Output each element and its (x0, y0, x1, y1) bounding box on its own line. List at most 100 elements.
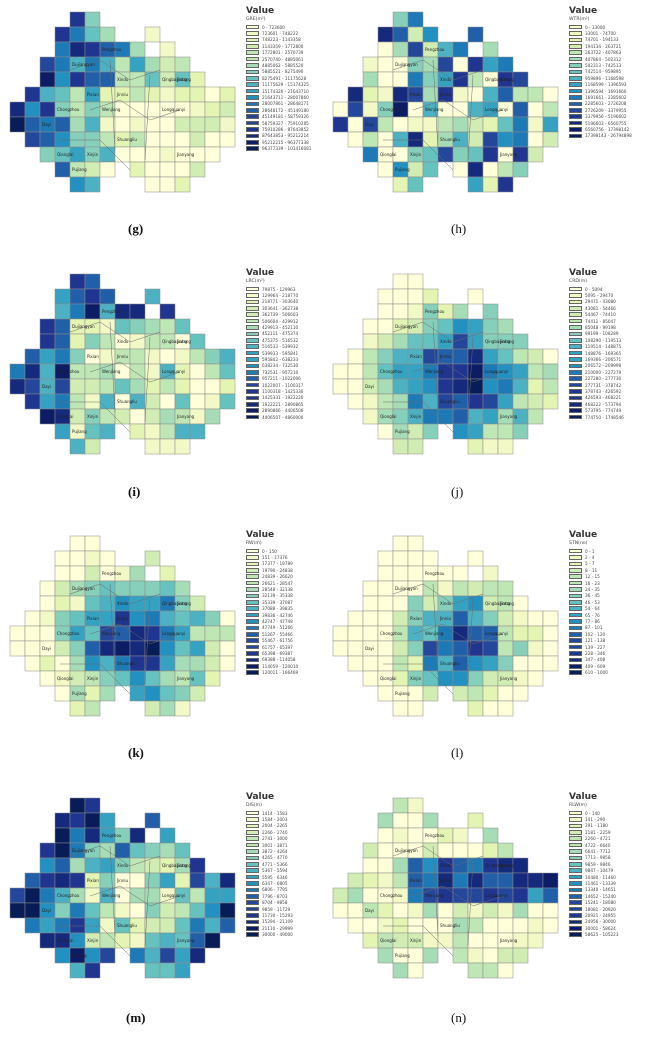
grid-cell (527, 887, 544, 904)
grid-cell (482, 146, 499, 163)
grid-cell (377, 812, 394, 829)
grid-cell (129, 625, 146, 642)
grid-cell (219, 116, 236, 133)
place-name: Pengzhou (425, 571, 445, 576)
legend-range: 539933 - 595841 (262, 350, 299, 356)
grid-cell (159, 565, 176, 582)
grid-cell (189, 685, 206, 702)
legend-swatch (569, 644, 582, 650)
map-panel-crd: Pengzhou Dujiangyan Jintang Pixian Xindu Qing… (323, 262, 646, 522)
place-name: Qingbaijiang (485, 863, 511, 868)
grid-cell (362, 670, 379, 687)
legend-entry: 194134 - 263721 (569, 43, 632, 49)
grid-cell (189, 610, 206, 627)
legend-entry: 742514 - 959895 (569, 69, 632, 75)
grid-cell (144, 625, 161, 642)
grid-cell (189, 333, 206, 350)
grid-cell (204, 116, 221, 133)
grid-cell (527, 932, 544, 949)
legend-entry: 1168599 - 1396593 (569, 82, 632, 88)
legend-entry: 28648172 - 45149180 (246, 107, 311, 113)
place-name: Pengzhou (102, 571, 122, 576)
grid-cell (392, 71, 409, 88)
grid-cell (24, 902, 41, 919)
legend-entry: 65 - 76 (569, 612, 608, 618)
grid-cell (129, 116, 146, 133)
grid-cell (452, 872, 469, 889)
legend-entry: 24839 - 26620 (246, 574, 298, 580)
legend-range: 15174326 - 21643710 (262, 88, 309, 94)
grid-cell (144, 438, 161, 455)
grid-cell (452, 318, 469, 335)
grid-cell (159, 408, 176, 425)
legend-entry: 87 - 101 (569, 625, 608, 631)
legend-title: Value (569, 792, 598, 802)
legend-entry: 638234 - 732530 (246, 363, 303, 369)
legend-entry: 8704 - 9858 (246, 899, 293, 905)
grid-cell (467, 655, 484, 672)
place-name: Longquanyi (485, 107, 508, 112)
place-name: Chongzhou (380, 369, 403, 374)
grid-cell (377, 161, 394, 178)
place-name: Jintang (176, 863, 191, 868)
grid-cell (347, 917, 364, 934)
grid-cell (392, 857, 409, 874)
legend-swatch (246, 555, 259, 560)
grid-cell (69, 378, 86, 395)
legend-range: 30000 - 49000 (262, 932, 293, 938)
grid-cell (54, 41, 71, 58)
legend-entry: 468222 - 573794 (569, 401, 624, 407)
place-name: Pixian (87, 616, 99, 621)
grid-cell (482, 827, 499, 844)
legend-swatch (246, 887, 259, 893)
map-panel-rw: Pengzhou Dujiangyan Jintang Pixian Xindu Qing… (0, 524, 323, 784)
legend-range: 30001 - 58624 (585, 925, 616, 931)
legend-range: 218771 - 303640 (262, 299, 299, 305)
grid-cell (362, 363, 379, 380)
grid-cell (129, 947, 146, 964)
grid-cell (467, 438, 484, 455)
legend-range: 69388 - 114058 (262, 657, 296, 663)
grid-cell (452, 363, 469, 380)
legend-range: 15241 - 18080 (585, 900, 616, 906)
grid-cell (362, 101, 379, 118)
legend-swatch (246, 862, 259, 867)
grid-cell (114, 146, 131, 163)
grid-cell (69, 26, 86, 43)
grid-cell (69, 348, 86, 365)
panel-label: (g) (128, 221, 144, 236)
grid-cell (452, 86, 469, 103)
grid-cell (54, 288, 71, 305)
legend-swatch (569, 382, 582, 388)
grid-cell (219, 887, 236, 904)
legend-swatch (246, 842, 259, 848)
grid-cell (482, 655, 499, 672)
place-name: Xindu (117, 339, 129, 344)
legend-range: 2260 - 4721 (585, 836, 611, 842)
place-name: Jianyang (499, 152, 518, 157)
legend-range: 19790 - 24838 (262, 567, 293, 573)
legend: Value WTR(m²) 0 - 33000 33001 - 74700 74701 … (569, 6, 632, 139)
legend-swatch (569, 638, 582, 643)
place-name: Qionglai (57, 676, 73, 681)
grid-cell (497, 131, 514, 148)
place-name: Chongzhou (57, 893, 80, 898)
legend-range: 77 - 86 (585, 618, 600, 624)
place-name: Pengzhou (102, 833, 122, 838)
place-name: Dujiangyan (395, 324, 418, 329)
legend-entry: 5367 - 5594 (246, 868, 293, 874)
legend-entry: 58759327 - 75910285 (246, 120, 311, 126)
grid-cell (392, 565, 409, 582)
legend-range: 723601 - 748222 (262, 31, 299, 37)
grid-cell (99, 161, 116, 178)
grid-cell (84, 101, 101, 118)
grid-cell (467, 685, 484, 702)
grid-cell (99, 595, 116, 612)
grid-cell (467, 176, 484, 193)
grid-cell (159, 348, 176, 365)
legend-entry: 148876 - 169365 (569, 350, 624, 356)
legend-swatch (246, 593, 259, 599)
legend-entry: 19790 - 24838 (246, 567, 298, 573)
choropleth-map: Pengzhou Dujiangyan Jintang Pixian Xindu Qing… (332, 797, 559, 979)
legend-entry: 28007861 - 28648171 (246, 101, 311, 107)
